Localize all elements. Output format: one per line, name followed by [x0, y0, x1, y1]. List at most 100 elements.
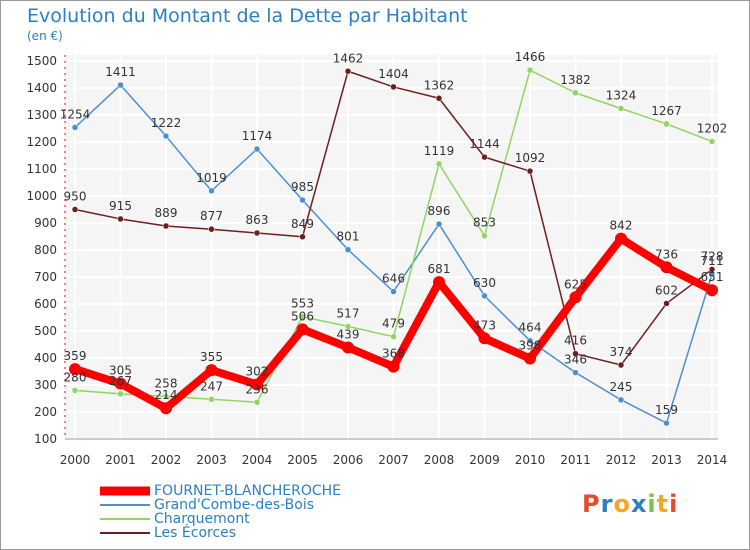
data-point	[617, 361, 625, 369]
data-label: 1019	[196, 171, 227, 185]
data-label: 439	[337, 327, 360, 341]
data-point	[708, 138, 716, 145]
data-point	[208, 396, 215, 403]
data-point	[253, 399, 261, 406]
logo-letter: P	[582, 490, 601, 518]
data-label: 464	[519, 321, 542, 335]
data-label: 368	[382, 347, 405, 361]
y-tick-label: 1300	[26, 108, 57, 122]
data-label: 736	[655, 247, 678, 261]
data-label: 1404	[378, 67, 409, 81]
data-point	[117, 81, 124, 89]
data-point	[253, 145, 261, 153]
legend-label-charquemont: Charquemont	[154, 511, 250, 527]
y-tick-label: 900	[34, 216, 57, 230]
data-label: 473	[473, 318, 496, 332]
data-label: 602	[655, 283, 678, 297]
data-point	[390, 83, 397, 91]
data-point	[663, 419, 670, 427]
data-label: 728	[701, 249, 724, 263]
data-point	[617, 396, 625, 404]
data-label: 651	[701, 270, 724, 284]
data-point	[387, 360, 400, 373]
data-label: 1362	[424, 78, 455, 92]
legend-swatch-ecorces	[100, 532, 150, 534]
data-label: 915	[109, 199, 132, 213]
data-label: 1222	[151, 116, 182, 130]
data-label: 398	[519, 339, 542, 353]
data-point	[526, 167, 534, 175]
data-point	[435, 95, 443, 102]
data-point	[69, 363, 81, 376]
data-label: 346	[564, 353, 587, 367]
unit-label: (en €)	[27, 29, 63, 43]
data-label: 985	[291, 180, 314, 194]
x-tick-label: 2013	[651, 453, 682, 467]
data-label: 359	[64, 349, 87, 363]
data-point	[114, 377, 127, 390]
x-tick-label: 2009	[469, 453, 500, 467]
x-tick-label: 2004	[242, 453, 273, 467]
data-point	[481, 292, 488, 300]
x-tick-label: 2008	[424, 453, 455, 467]
data-label: 247	[200, 379, 223, 393]
data-point	[162, 222, 170, 230]
x-tick-label: 2001	[105, 453, 136, 467]
y-tick-label: 1200	[26, 135, 57, 149]
y-tick-label: 500	[34, 324, 57, 338]
logo-letter: t	[656, 490, 670, 518]
data-point	[71, 206, 79, 213]
legend-item-fournet: FOURNET-BLANCHEROCHE	[100, 483, 341, 499]
y-tick-label: 100	[34, 432, 57, 446]
proxiti-logo: Proxiti	[582, 490, 678, 518]
x-tick-label: 2000	[60, 453, 91, 467]
data-point	[433, 276, 445, 289]
data-label: 625	[564, 277, 587, 291]
data-label: 842	[610, 219, 633, 233]
data-label: 889	[155, 206, 178, 220]
data-point	[435, 160, 443, 168]
data-label: 950	[64, 190, 87, 204]
legend-item-ecorces: Les Écorces	[100, 525, 341, 541]
data-label: 258	[155, 376, 178, 390]
y-tick-label: 1500	[26, 54, 57, 68]
data-point	[205, 364, 218, 377]
data-point	[617, 105, 625, 112]
data-label: 1119	[424, 144, 455, 158]
data-label: 853	[473, 216, 496, 230]
data-point	[117, 215, 124, 223]
legend-swatch-charquemont	[100, 518, 150, 520]
data-label: 877	[200, 209, 223, 223]
x-tick-label: 2005	[287, 453, 318, 467]
data-label: 416	[564, 334, 587, 348]
data-point	[299, 233, 306, 241]
logo-letter: i	[669, 490, 679, 518]
x-tick-label: 2012	[606, 453, 637, 467]
data-label: 302	[246, 364, 269, 378]
data-point	[296, 323, 309, 336]
data-label: 849	[291, 217, 314, 231]
data-label: 245	[610, 380, 633, 394]
data-label: 1382	[560, 73, 591, 87]
data-label: 863	[246, 213, 269, 227]
logo-letter: x	[630, 490, 648, 518]
logo-letter: o	[613, 490, 631, 518]
data-label: 1267	[651, 104, 682, 118]
data-label: 267	[109, 374, 132, 388]
data-point	[299, 313, 306, 320]
data-point	[160, 402, 172, 415]
data-label: 1144	[469, 137, 500, 151]
y-tick-label: 1400	[26, 81, 57, 95]
logo-letter: r	[600, 490, 614, 518]
legend-label-grandcombe: Grand'Combe-des-Bois	[154, 497, 315, 513]
data-label: 236	[246, 382, 269, 396]
data-label: 1174	[242, 129, 273, 143]
data-point	[663, 120, 670, 128]
data-label: 630	[473, 276, 496, 290]
data-point	[663, 300, 670, 307]
legend: FOURNET-BLANCHEROCHE Grand'Combe-des-Boi…	[100, 483, 341, 541]
y-tick-label: 200	[34, 405, 57, 419]
data-point	[526, 66, 534, 74]
data-point	[481, 153, 488, 161]
x-tick-label: 2007	[378, 453, 409, 467]
